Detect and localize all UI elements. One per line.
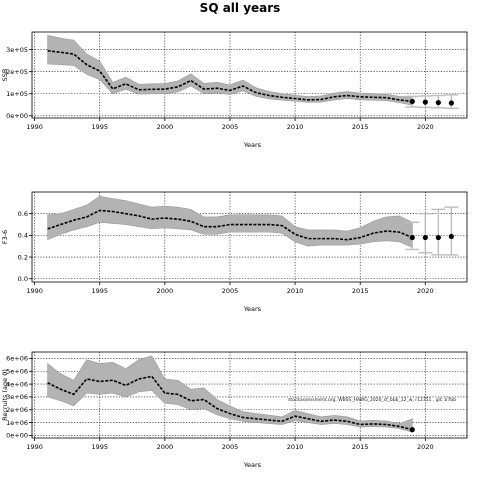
chart-1-forecast-errorbar-3 (444, 206, 459, 256)
chart-2-x-tick-label-6: 2020 (417, 443, 434, 451)
chart-0-x-tick-label-4: 2010 (287, 123, 304, 131)
chart-2-x-tick-label-4: 2010 (287, 443, 304, 451)
chart-0-x-tick-label-1: 1995 (91, 123, 108, 131)
chart-1-x-tick-label-2: 2000 (157, 287, 174, 295)
chart-0-x-tick-label-2: 2000 (157, 123, 174, 131)
chart-1-forecast-point-3 (448, 233, 454, 240)
chart-1-x-tick-label-4: 2010 (287, 287, 304, 295)
chart-0-y-tick-label-2: 2e+05 (6, 68, 28, 76)
chart-1-forecast-errorbar-2 (431, 208, 446, 256)
chart-0-x-tick-label-5: 2015 (352, 123, 369, 131)
chart-1-axes-frame (31, 191, 468, 283)
chart-2-y-axis-label: Recruits (age 0) (1, 369, 9, 421)
chart-1-x-tick-label-1: 1995 (91, 287, 108, 295)
figure-title: SQ all years (200, 1, 281, 15)
chart-0-x-tick-label-6: 2020 (417, 123, 434, 131)
chart-2-y-tick-label-6: 6e+06 (6, 355, 28, 363)
chart-2-x-tick-label-5: 2015 (352, 443, 369, 451)
chart-0-y-tick-label-0: 0e+00 (6, 112, 28, 120)
chart-0-forecast-point-2 (435, 99, 441, 106)
ssb-panel: 1990 1995 2000 2005 2010 2015 2020 0e+00 1e+05 2e… (1, 31, 468, 149)
chart-2-axes-frame (31, 351, 468, 439)
chart-0-y-axis-label: SSB (1, 69, 9, 82)
chart-2-y-tick-label-0: 0e+00 (6, 432, 28, 440)
chart-1-forecast-errorbar-1 (418, 212, 433, 254)
chart-1-x-tick-label-6: 2020 (417, 287, 434, 295)
chart-2-last-point (409, 427, 415, 433)
chart-0-forecast-point-3 (448, 100, 454, 106)
chart-2-y-tick-label-1: 1e+06 (6, 419, 28, 427)
chart-2-x-tick-label-2: 2000 (157, 443, 174, 451)
chart-2-y-tick-label-2: 2e+06 (6, 406, 28, 414)
chart-1-forecast-point-1 (422, 234, 428, 241)
chart-2-x-tick-label-0: 1990 (26, 443, 43, 451)
chart-1-x-axis-label: Years (243, 305, 262, 313)
chart-2-x-tick-label-1: 1995 (91, 443, 108, 451)
chart-0-x-tick-label-0: 1990 (26, 123, 43, 131)
chart-0-x-axis-label: Years (243, 141, 262, 149)
chart-0-forecast-point-1 (422, 99, 428, 105)
chart-2-y-tick-label-4: 4e+06 (6, 380, 28, 388)
chart-1-y-tick-label-1: 0.2 (18, 253, 28, 261)
chart-0-y-tick-label-3: 3e+05 (6, 46, 28, 54)
chart-1-x-tick-label-3: 2005 (222, 287, 239, 295)
fishing-mortality-panel: 1990 1995 2000 2005 2010 2015 2020 0.0 0.2 0.4 0.6… (1, 191, 468, 313)
chart-1-y-tick-label-3: 0.6 (18, 210, 28, 218)
chart-1-x-tick-label-0: 1990 (26, 287, 43, 295)
chart-2-y-tick-label-3: 3e+06 (6, 393, 28, 401)
chart-1-y-tick-label-0: 0.0 (18, 275, 28, 283)
chart-2-x-axis-label: Years (243, 461, 262, 469)
chart-1-x-tick-label-5: 2015 (352, 287, 369, 295)
chart-0-forecast-point-0 (409, 98, 415, 105)
chart-1-y-tick-label-2: 0.4 (18, 232, 28, 240)
recruitment-panel: 1990 1995 2000 2005 2010 2015 2020 0e+00 1e+06 2e… (1, 351, 468, 469)
chart-2-y-tick-label-5: 5e+06 (6, 368, 28, 376)
source-note: stockassessment.org, WBSS_HAWG_2020_sf_b… (288, 397, 456, 403)
chart-2-x-tick-label-3: 2005 (222, 443, 239, 451)
chart-0-y-tick-label-1: 1e+05 (6, 90, 28, 98)
chart-1-forecast-point-2 (435, 234, 441, 241)
chart-0-axes-frame (31, 31, 468, 119)
chart-2-estimate-line (47, 375, 413, 431)
chart-0-estimate-line (47, 49, 413, 103)
chart-1-forecast-point-0 (409, 234, 415, 241)
chart-0-x-tick-label-3: 2005 (222, 123, 239, 131)
chart-1-estimate-line (47, 209, 413, 241)
chart-1-y-axis-label: F3-6 (1, 230, 9, 244)
